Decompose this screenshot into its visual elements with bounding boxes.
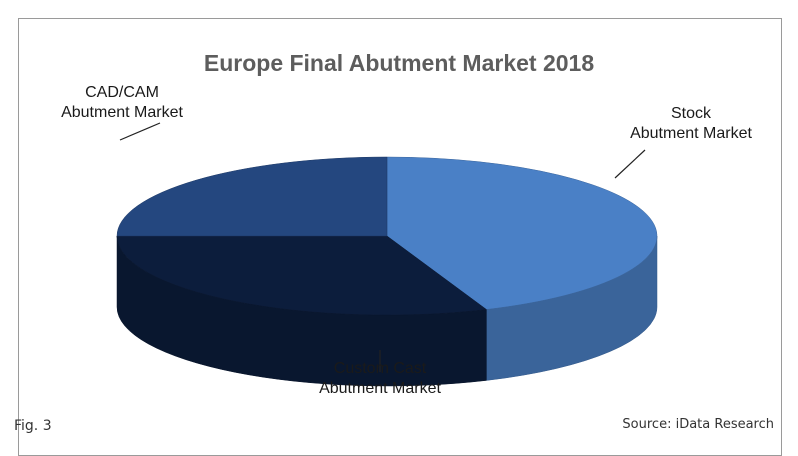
leader-line-stock-abutment-market (614, 149, 646, 179)
pie-slice-cad-cam-abutment-market (386, 156, 658, 310)
figure-label: Fig. 3 (14, 418, 52, 434)
leader-line-cad-cam-abutment-market (119, 122, 161, 141)
chart-title: Europe Final Abutment Market 2018 (203, 50, 595, 76)
slice-label-custom-cast-abutment-market: Custom Cast Abutment Market (319, 360, 441, 397)
slice-label-cad-cam-abutment-market: CAD/CAM Abutment Market (61, 84, 183, 121)
pie-slice-stock-abutment-market (116, 235, 488, 316)
slice-label-stock-abutment-market: Stock Abutment Market (630, 105, 752, 142)
pie-slice-custom-cast-abutment-market (116, 156, 388, 237)
source-note: Source: iData Research (622, 417, 774, 432)
pie-chart: CAD/CAM Abutment Market Stock Abutment Mark… (61, 84, 752, 397)
